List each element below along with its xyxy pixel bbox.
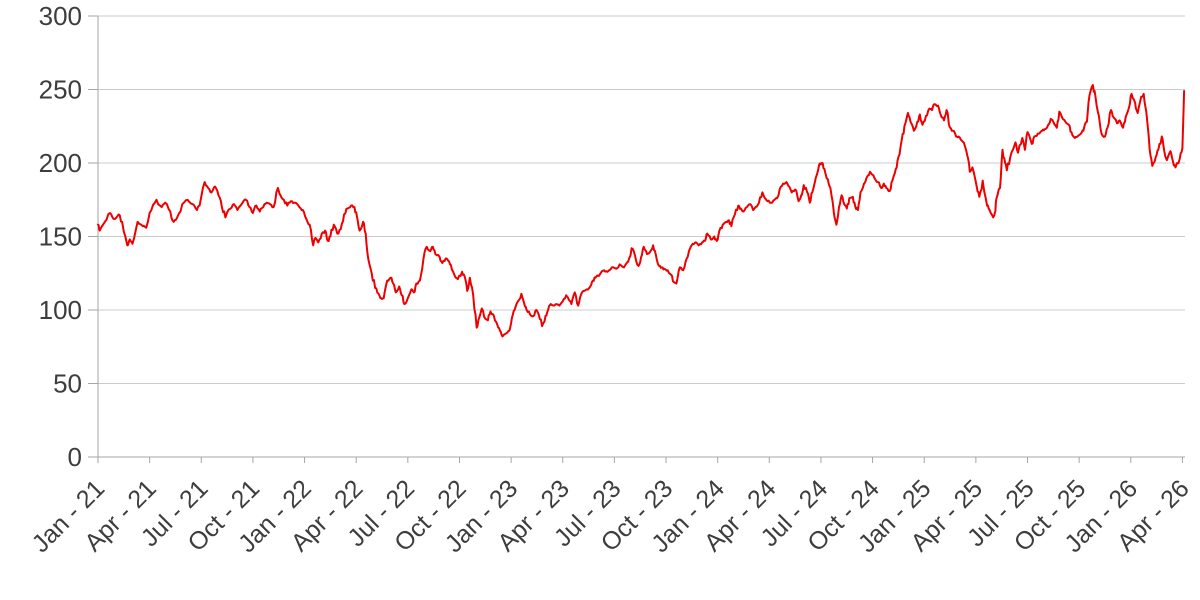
y-tick-labels: 0 50 100 150 200 250 300 bbox=[39, 1, 82, 472]
y-tick-label: 100 bbox=[39, 295, 82, 325]
price-series-line bbox=[97, 84, 1186, 338]
y-tick-label: 300 bbox=[39, 1, 82, 31]
y-tick-label: 250 bbox=[39, 75, 82, 105]
y-tick-marks bbox=[88, 15, 98, 458]
y-tick-label: 0 bbox=[68, 442, 82, 472]
y-tick-label: 150 bbox=[39, 222, 82, 252]
price-line bbox=[97, 84, 1186, 338]
x-tick-marks bbox=[97, 457, 1183, 463]
y-tick-label: 50 bbox=[53, 369, 82, 399]
y-tick-label: 200 bbox=[39, 148, 82, 178]
gridlines bbox=[98, 15, 1185, 458]
